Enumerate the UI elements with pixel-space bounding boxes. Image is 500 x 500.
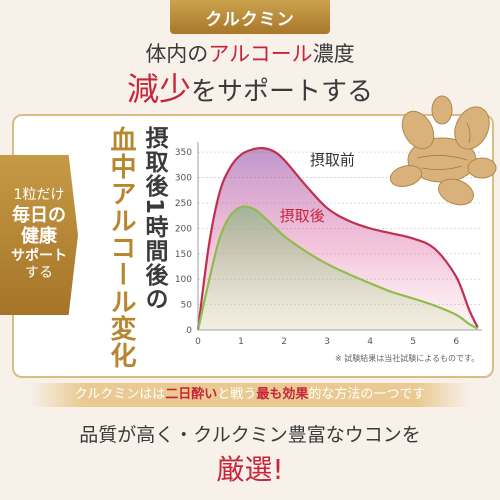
series-area-1 (198, 206, 478, 330)
y-tick-label: 300 (175, 174, 192, 184)
side-tag-line4: サポート (11, 248, 67, 265)
side-tag: 1粒だけ 毎日の 健康 サポート する (0, 155, 78, 315)
x-tick-label: 6 (453, 337, 459, 347)
chart-axes: 0 50 100 150 200 250 300 350 0 1 2 3 4 5 6 (175, 142, 482, 347)
headline-reduce: 減少 (126, 70, 191, 108)
test-note: ※ 試験結果は当社試験によるものです。 (335, 354, 480, 363)
side-tag-line3: 健康 (21, 226, 57, 248)
curcumin-badge: クルクミン (170, 0, 330, 34)
series-label-1: 摂取後 (280, 207, 325, 225)
headline-suffix: 濃度 (312, 42, 355, 66)
banner-part1: クルクミンはは (74, 387, 166, 402)
series-label-0: 摂取前 (310, 151, 355, 169)
y-tick-label: 200 (175, 224, 192, 234)
x-tick-label: 0 (195, 337, 201, 347)
series-line-0 (196, 146, 479, 331)
effect-banner: クルクミンはは二日酔いと戦う最も効果的な方法の一つです (30, 383, 470, 407)
vertical-title-line1: 摂取後1時間後の (141, 126, 167, 312)
y-tick-label: 50 (181, 301, 193, 311)
x-tick-label: 2 (281, 337, 287, 347)
banner-hangover: 二日酔い (165, 387, 218, 402)
chart-areas (198, 148, 478, 330)
side-tag-line2: 毎日の (12, 204, 66, 226)
y-tick-label: 150 (175, 250, 192, 260)
headline-line1: 体内のアルコール濃度 (0, 38, 500, 68)
headline-prefix: 体内の (145, 42, 209, 66)
series-line-1 (196, 205, 479, 331)
banner-part5: 的な方法の一つです (308, 387, 426, 402)
y-tick-label: 100 (175, 275, 192, 285)
y-tick-label: 250 (175, 199, 192, 209)
y-tick-label: 0 (186, 326, 192, 336)
x-tick-label: 1 (238, 337, 244, 347)
x-tick-label: 5 (410, 337, 416, 347)
side-tag-line5: する (25, 265, 53, 282)
side-tag-line1: 1粒だけ (13, 187, 65, 204)
y-tick-label: 350 (175, 148, 192, 158)
vertical-title-line2: 血中アルコール変化 (106, 126, 136, 369)
ginger-root-illustration (389, 95, 497, 206)
banner-part3: と戦う (217, 387, 257, 402)
bottom-line2: 厳選! (216, 453, 284, 486)
headline-line2: 減少をサポートする (0, 64, 500, 110)
x-tick-label: 4 (367, 337, 373, 347)
bottom-line1: 品質が高く・クルクミン豊富なウコンを (79, 424, 421, 446)
headline-alcohol: アルコール (208, 42, 313, 66)
headline-support: をサポートする (191, 77, 374, 107)
banner-most-effective: 最も効果 (256, 387, 309, 402)
chart-lines (196, 146, 479, 331)
x-tick-label: 3 (324, 337, 330, 347)
